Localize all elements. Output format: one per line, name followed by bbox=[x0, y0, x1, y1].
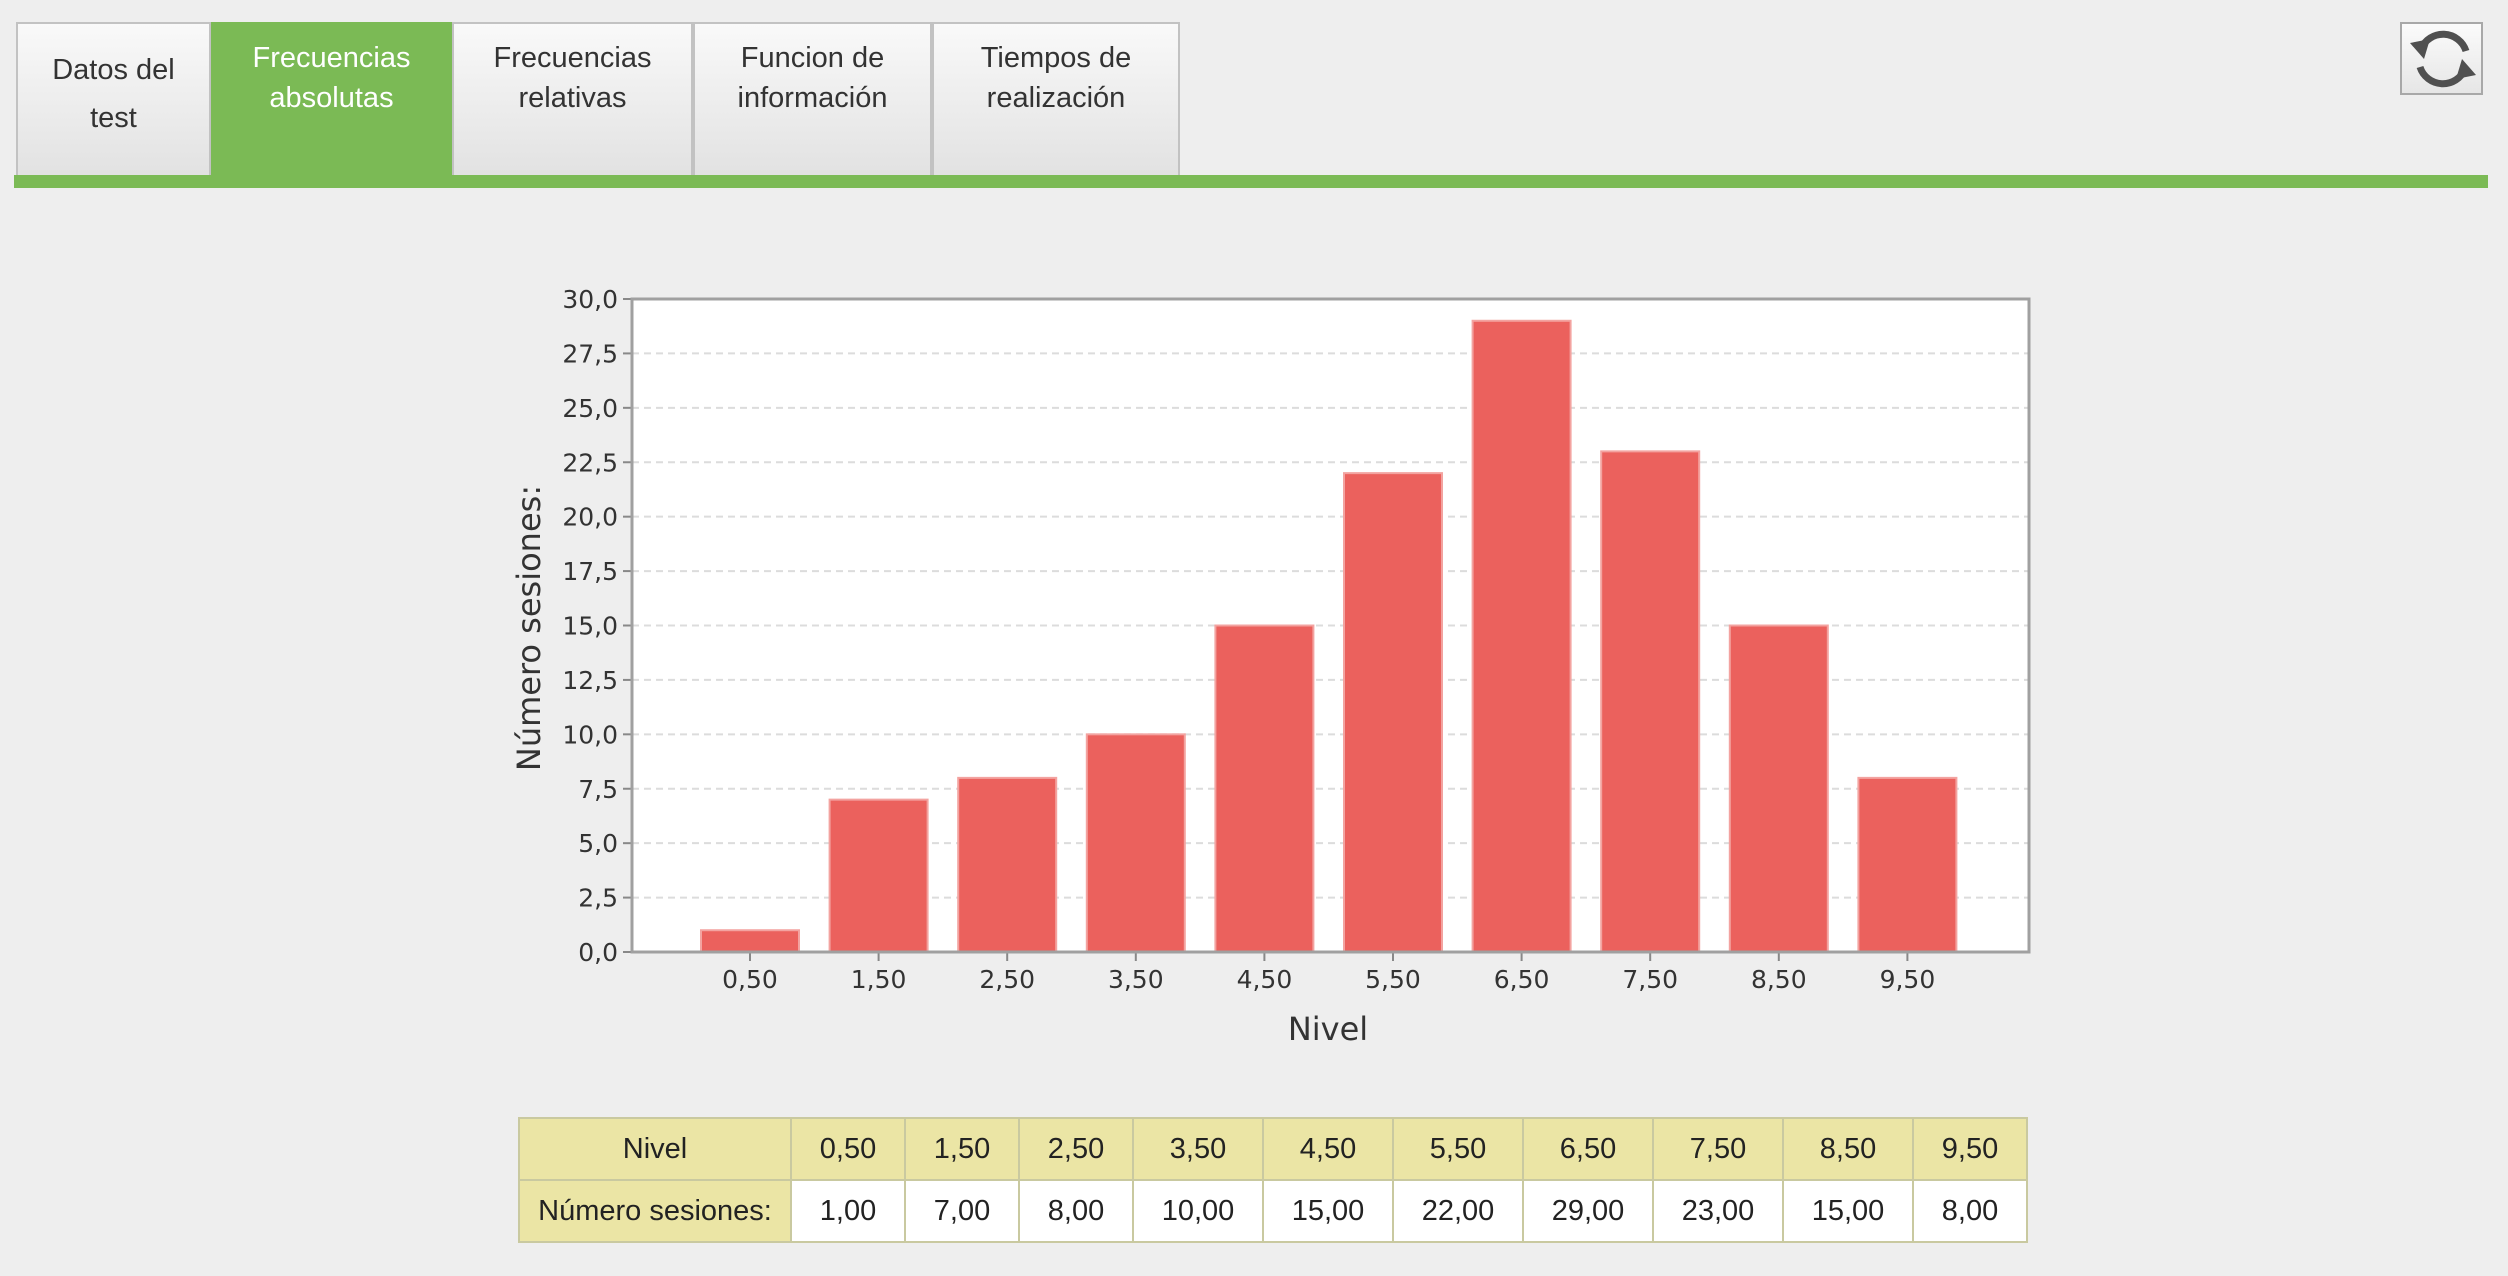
y-tick-label: 20,0 bbox=[562, 503, 618, 532]
tab-label: Funcion de información bbox=[737, 42, 888, 114]
x-axis-label: Nivel bbox=[1288, 1010, 1368, 1048]
tab-tiempos-de-realizacion[interactable]: Tiempos de realización bbox=[932, 22, 1180, 175]
table-cell: 15,00 bbox=[1262, 1179, 1394, 1243]
refresh-button[interactable] bbox=[2400, 22, 2483, 95]
table-row: Número sesiones: 1,00 7,00 8,00 10,00 15,00 2… bbox=[518, 1179, 2028, 1243]
tab-label: Frecuencias absolutas bbox=[252, 42, 411, 114]
tab-underline bbox=[14, 175, 2488, 188]
x-tick-label: 4,50 bbox=[1237, 965, 1293, 994]
bar bbox=[1214, 624, 1315, 953]
table-header-cell: 8,50 bbox=[1782, 1117, 1914, 1181]
table-cell: 8,00 bbox=[1018, 1179, 1134, 1243]
x-tick-label: 8,50 bbox=[1751, 965, 1807, 994]
y-tick-label: 0,0 bbox=[578, 938, 618, 967]
y-tick-label: 2,5 bbox=[578, 884, 618, 913]
table-header-cell: 2,50 bbox=[1018, 1117, 1134, 1181]
bar bbox=[1728, 624, 1829, 953]
table-cell: 29,00 bbox=[1522, 1179, 1654, 1243]
tab-datos-del-test[interactable]: Datos del test bbox=[16, 22, 211, 175]
bar bbox=[828, 798, 929, 954]
table-header-cell: 6,50 bbox=[1522, 1117, 1654, 1181]
y-tick-label: 12,5 bbox=[562, 666, 618, 695]
table-header-cell: 0,50 bbox=[790, 1117, 906, 1181]
tab-label: Tiempos de realización bbox=[980, 42, 1132, 114]
table-header-cell: 7,50 bbox=[1652, 1117, 1784, 1181]
y-tick-label: 10,0 bbox=[562, 720, 618, 749]
table-cell: 10,00 bbox=[1132, 1179, 1264, 1243]
tab-frecuencias-absolutas[interactable]: Frecuencias absolutas bbox=[211, 22, 452, 175]
bar bbox=[700, 929, 800, 954]
table-row-label: Número sesiones: bbox=[518, 1179, 792, 1243]
refresh-icon bbox=[2410, 30, 2476, 88]
table-cell: 7,00 bbox=[904, 1179, 1020, 1243]
bar bbox=[1471, 319, 1572, 953]
table-header-cell: 1,50 bbox=[904, 1117, 1020, 1181]
table-header-cell: 4,50 bbox=[1262, 1117, 1394, 1181]
x-tick-label: 6,50 bbox=[1494, 965, 1550, 994]
bar bbox=[957, 776, 1058, 953]
tab-frecuencias-relativas[interactable]: Frecuencias relativas bbox=[452, 22, 693, 175]
x-tick-label: 5,50 bbox=[1365, 965, 1421, 994]
table-cell: 15,00 bbox=[1782, 1179, 1914, 1243]
table-header-label: Nivel bbox=[518, 1117, 792, 1181]
tab-label: Frecuencias relativas bbox=[493, 42, 652, 114]
x-tick-label: 0,50 bbox=[722, 965, 778, 994]
table-header-row: Nivel 0,50 1,50 2,50 3,50 4,50 5,50 6,50 7,50 8,… bbox=[518, 1117, 2028, 1181]
table-cell: 22,00 bbox=[1392, 1179, 1524, 1243]
plot-frame bbox=[630, 297, 2031, 954]
table-cell: 8,00 bbox=[1912, 1179, 2028, 1243]
x-tick-label: 9,50 bbox=[1880, 965, 1936, 994]
table-header-cell: 5,50 bbox=[1392, 1117, 1524, 1181]
x-tick-label: 1,50 bbox=[851, 965, 907, 994]
bar bbox=[1085, 733, 1186, 953]
y-tick-label: 25,0 bbox=[562, 394, 618, 423]
tab-bar: Datos del test Frecuencias absolutas Fre… bbox=[16, 22, 2486, 175]
table-cell: 23,00 bbox=[1652, 1179, 1784, 1243]
bar bbox=[1343, 472, 1443, 953]
frequency-table: Nivel 0,50 1,50 2,50 3,50 4,50 5,50 6,50 7,50 8,… bbox=[518, 1117, 2028, 1243]
table-header-cell: 3,50 bbox=[1132, 1117, 1264, 1181]
y-tick-label: 22,5 bbox=[562, 448, 618, 477]
x-tick-label: 7,50 bbox=[1622, 965, 1678, 994]
tab-funcion-de-informacion[interactable]: Funcion de información bbox=[693, 22, 932, 175]
table-cell: 1,00 bbox=[790, 1179, 906, 1243]
bar bbox=[1857, 776, 1958, 953]
y-axis-label: Número sesiones: bbox=[510, 485, 548, 771]
y-tick-label: 15,0 bbox=[562, 612, 618, 641]
tab-label: Datos del test bbox=[52, 54, 175, 134]
y-tick-label: 30,0 bbox=[562, 285, 618, 314]
y-tick-label: 7,5 bbox=[578, 775, 618, 804]
y-tick-label: 27,5 bbox=[562, 339, 618, 368]
x-tick-label: 3,50 bbox=[1108, 965, 1164, 994]
y-tick-label: 5,0 bbox=[578, 829, 618, 858]
bar bbox=[1600, 450, 1701, 953]
bar-chart: 0,0 2,5 5,0 7,5 10,0 12,5 15,0 17,5 20,0 22,5 25,0… bbox=[510, 285, 2031, 1048]
table-header-cell: 9,50 bbox=[1912, 1117, 2028, 1181]
y-tick-label: 17,5 bbox=[562, 557, 618, 586]
x-tick-label: 2,50 bbox=[979, 965, 1035, 994]
